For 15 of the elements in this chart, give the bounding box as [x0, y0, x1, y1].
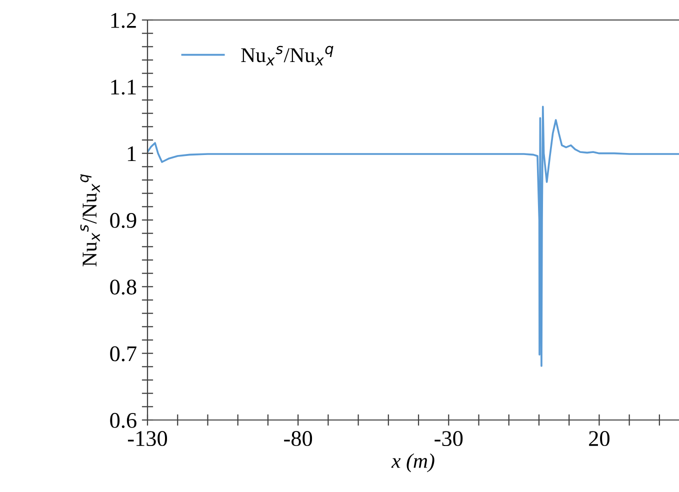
- y-tick-label: 1.1: [111, 80, 136, 95]
- y-tick-label: 1: [128, 146, 136, 162]
- y-axis-title: Nu$_{x}$$^{s}$/Nu$_{x}$$^{q}$: [80, 174, 100, 266]
- line-series: [148, 106, 679, 367]
- y-tick-label: 0.8: [110, 280, 136, 295]
- legend-label: Nu$_{x}$$^{s}$/Nu$_{x}$$^{q}$: [241, 46, 334, 66]
- x-axis-title: x (m): [391, 453, 434, 472]
- y-tick-label: 0.7: [110, 346, 136, 362]
- y-tick-label: 0.6: [110, 412, 136, 428]
- x-tick-label: -130: [128, 431, 168, 446]
- x-tick-label: -80: [284, 431, 312, 446]
- x-tick-label: 20: [589, 431, 610, 446]
- y-tick-label: 1.2: [111, 12, 136, 28]
- x-tick-label: -30: [434, 431, 463, 446]
- y-tick-label: 0.9: [110, 212, 136, 228]
